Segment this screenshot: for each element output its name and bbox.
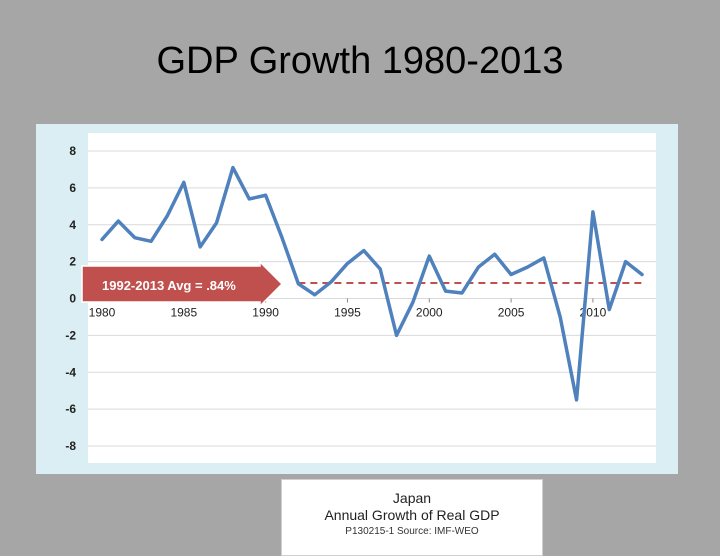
x-tick-label: 1980 [89,306,116,320]
x-tick-label: 2005 [498,306,525,320]
chart-frame: 8 6 4 2 0 -2 -4 -6 -8 1980 1985 1990 1995 2000 2005 2 0… [36,124,678,474]
legend-country: Japan [282,490,542,507]
legend-source: P130215-1 Source: IMF-WEO [282,526,542,537]
y-tick-label: 0 [69,292,76,306]
y-tick-label: 6 [69,181,76,195]
y-tick-label: -6 [65,402,76,416]
callout-label: 1992-2013 Avg = .84% [102,278,236,293]
x-tick-label: 1990 [252,306,279,320]
y-tick-label: -4 [65,365,76,379]
y-tick-label: 8 [69,144,76,158]
y-axis-ticks: 8 6 4 2 0 -2 -4 -6 -8 [65,144,76,453]
average-callout: 1992-2013 Avg = .84% [82,262,282,306]
y-tick-label: 4 [69,218,76,232]
legend-description: Annual Growth of Real GDP [282,507,542,524]
x-tick-label: 1995 [334,306,361,320]
chart-legend-box: Japan Annual Growth of Real GDP P130215-… [281,479,543,556]
x-tick-label: 2000 [416,306,443,320]
slide-title: GDP Growth 1980-2013 [0,40,720,83]
y-tick-label: -8 [65,439,76,453]
y-tick-label: -2 [65,328,76,342]
x-tick-label: 1985 [170,306,197,320]
line-chart: 8 6 4 2 0 -2 -4 -6 -8 1980 1985 1990 1995 2000 2005 2 0… [36,124,678,474]
y-tick-label: 2 [69,255,76,269]
